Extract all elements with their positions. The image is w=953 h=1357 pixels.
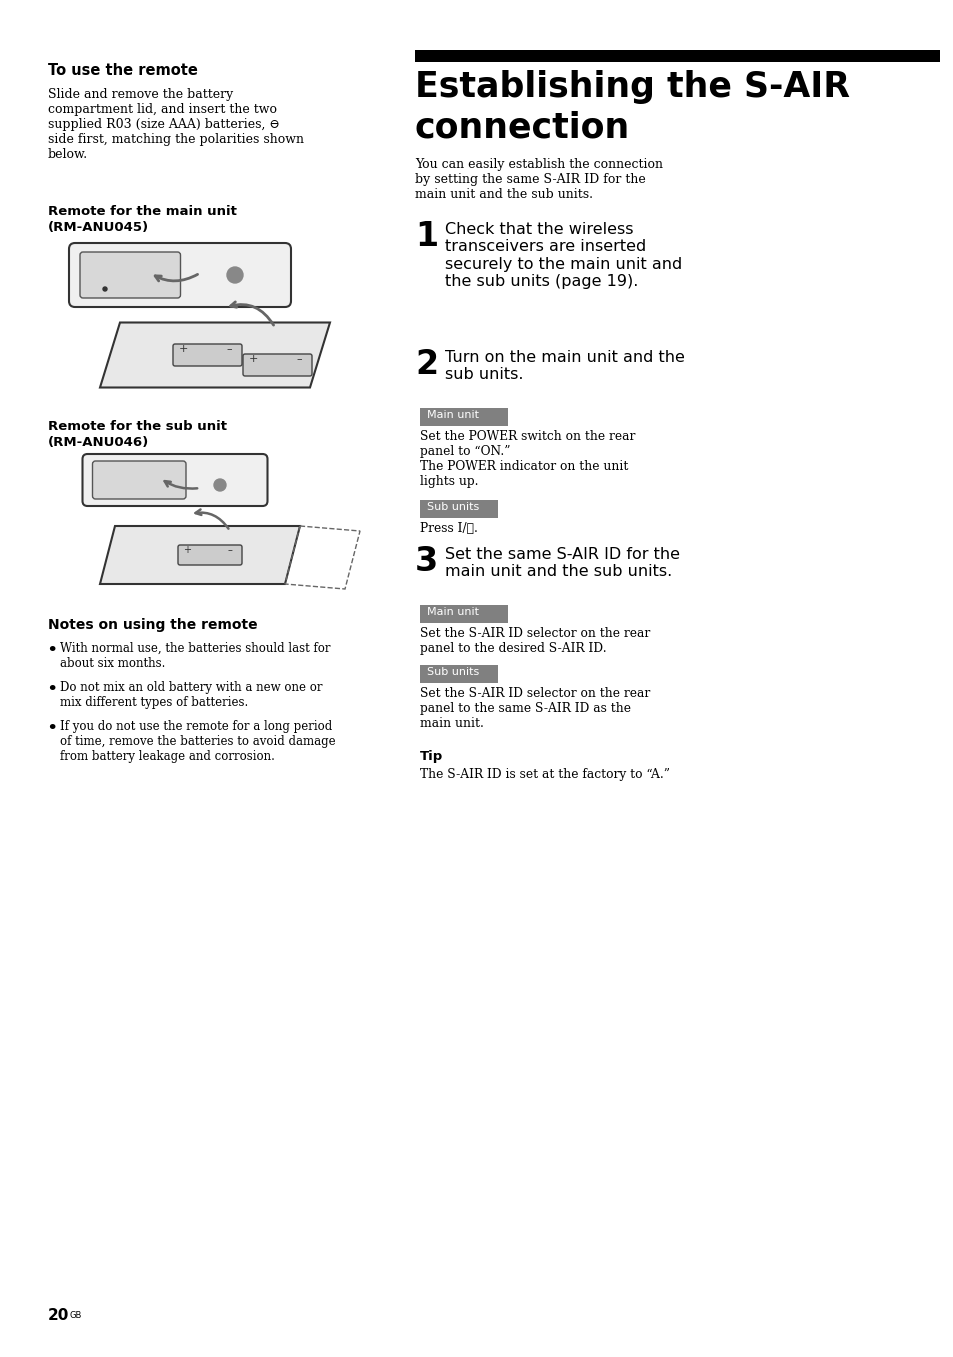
- Text: To use the remote: To use the remote: [48, 62, 197, 77]
- Text: Slide and remove the battery
compartment lid, and insert the two
supplied R03 (s: Slide and remove the battery compartment…: [48, 88, 304, 161]
- FancyBboxPatch shape: [82, 455, 267, 506]
- Circle shape: [213, 479, 226, 491]
- Text: (RM-ANU046): (RM-ANU046): [48, 436, 149, 449]
- Text: Main unit: Main unit: [427, 607, 478, 617]
- Bar: [415, 50, 939, 62]
- Text: +: +: [179, 345, 188, 354]
- Text: The S-AIR ID is set at the factory to “A.”: The S-AIR ID is set at the factory to “A…: [419, 768, 669, 782]
- Text: (RM-ANU045): (RM-ANU045): [48, 221, 149, 233]
- Text: GB: GB: [70, 1311, 82, 1320]
- Text: Sub units: Sub units: [427, 502, 478, 512]
- Text: 2: 2: [415, 347, 437, 381]
- Text: If you do not use the remote for a long period
of time, remove the batteries to : If you do not use the remote for a long …: [60, 721, 335, 763]
- FancyBboxPatch shape: [80, 252, 180, 299]
- Text: –: –: [295, 354, 301, 364]
- Text: Tip: Tip: [419, 750, 443, 763]
- Text: +: +: [183, 546, 191, 555]
- Text: Set the S-AIR ID selector on the rear
panel to the desired S-AIR ID.: Set the S-AIR ID selector on the rear pa…: [419, 627, 650, 655]
- Text: Set the same S-AIR ID for the
main unit and the sub units.: Set the same S-AIR ID for the main unit …: [444, 547, 679, 579]
- Text: •: •: [46, 681, 57, 699]
- Text: Remote for the sub unit: Remote for the sub unit: [48, 421, 227, 433]
- Text: Turn on the main unit and the
sub units.: Turn on the main unit and the sub units.: [444, 350, 684, 383]
- Bar: [419, 499, 497, 518]
- FancyBboxPatch shape: [243, 354, 312, 376]
- Text: –: –: [228, 546, 233, 555]
- Text: 3: 3: [415, 546, 437, 578]
- Text: Remote for the main unit: Remote for the main unit: [48, 205, 236, 218]
- Polygon shape: [100, 527, 299, 584]
- FancyBboxPatch shape: [69, 243, 291, 307]
- Text: •: •: [46, 642, 57, 660]
- Text: With normal use, the batteries should last for
about six months.: With normal use, the batteries should la…: [60, 642, 330, 670]
- Text: Check that the wireless
transceivers are inserted
securely to the main unit and
: Check that the wireless transceivers are…: [444, 223, 681, 289]
- Bar: [419, 665, 497, 683]
- Circle shape: [103, 286, 107, 290]
- Text: –: –: [226, 345, 232, 354]
- Text: Do not mix an old battery with a new one or
mix different types of batteries.: Do not mix an old battery with a new one…: [60, 681, 322, 708]
- Bar: [419, 605, 507, 623]
- Circle shape: [227, 267, 243, 284]
- Text: You can easily establish the connection
by setting the same S-AIR ID for the
mai: You can easily establish the connection …: [415, 157, 662, 201]
- Text: Set the S-AIR ID selector on the rear
panel to the same S-AIR ID as the
main uni: Set the S-AIR ID selector on the rear pa…: [419, 687, 650, 730]
- Text: Sub units: Sub units: [427, 668, 478, 677]
- FancyBboxPatch shape: [172, 345, 242, 366]
- Text: +: +: [249, 354, 258, 364]
- Bar: [419, 408, 507, 426]
- Text: Establishing the S-AIR: Establishing the S-AIR: [415, 71, 849, 104]
- Text: 1: 1: [415, 220, 437, 252]
- Text: 20: 20: [48, 1308, 70, 1323]
- Text: •: •: [46, 721, 57, 738]
- Text: Main unit: Main unit: [427, 410, 478, 421]
- Text: Press I/⏻.: Press I/⏻.: [419, 522, 477, 535]
- Text: connection: connection: [415, 110, 630, 144]
- FancyBboxPatch shape: [178, 546, 242, 565]
- Polygon shape: [100, 323, 330, 388]
- FancyBboxPatch shape: [92, 461, 186, 499]
- Text: Set the POWER switch on the rear
panel to “ON.”
The POWER indicator on the unit
: Set the POWER switch on the rear panel t…: [419, 430, 635, 489]
- Text: Notes on using the remote: Notes on using the remote: [48, 617, 257, 632]
